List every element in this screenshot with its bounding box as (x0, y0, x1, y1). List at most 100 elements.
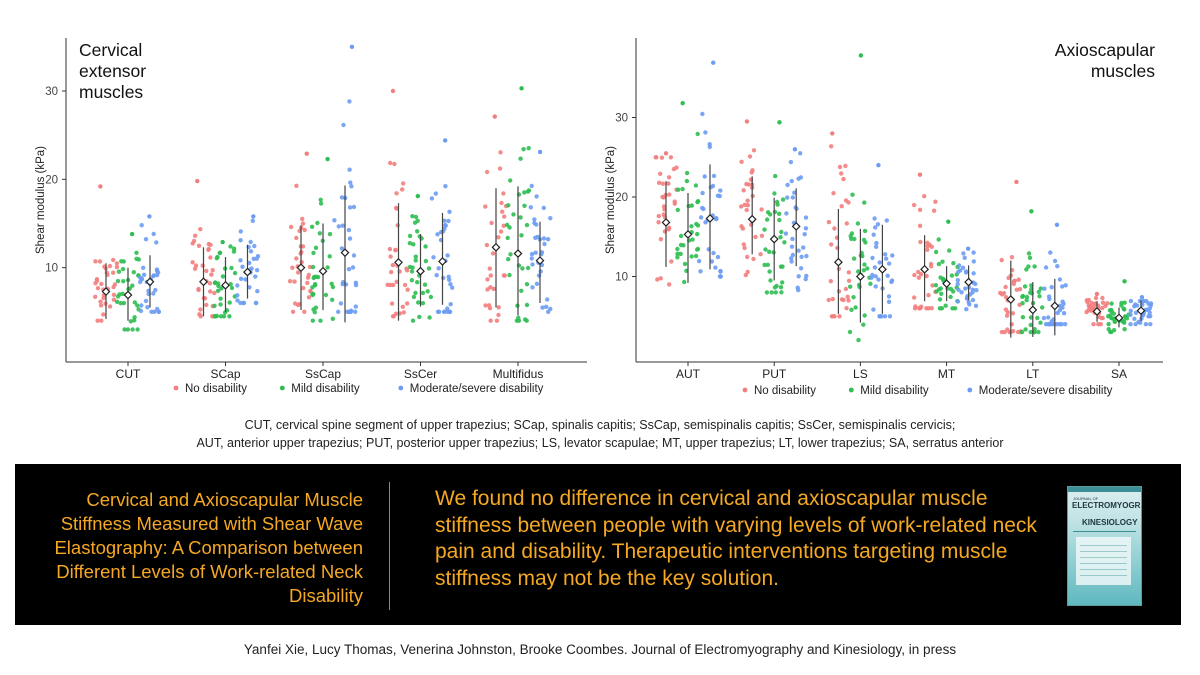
data-point (490, 251, 496, 256)
data-point (499, 200, 504, 206)
data-point (971, 271, 976, 276)
data-point (671, 166, 677, 172)
data-point-outlier (680, 100, 685, 106)
figure-charts: 10 20 30 Shear modulus (kPa) Cervicalextenso… (35, 38, 1163, 397)
data-point (312, 310, 317, 315)
cover-top-bar (1068, 487, 1141, 492)
data-point (488, 273, 493, 278)
data-point (959, 290, 964, 295)
data-point (1128, 308, 1134, 313)
data-point (132, 300, 137, 305)
data-point (666, 175, 672, 180)
data-point (312, 283, 318, 288)
data-point-outlier (663, 151, 669, 156)
data-point (154, 272, 160, 278)
data-point (151, 291, 156, 296)
data-point (525, 265, 531, 271)
data-point (253, 274, 258, 279)
data-point (843, 286, 849, 292)
data-point (347, 99, 352, 104)
y-axis-label: Shear modulus (kPa) (605, 146, 617, 254)
mean-marker (243, 267, 252, 277)
data-point (247, 285, 252, 290)
summary-banner: Cervical and Axioscapular Muscle Stiffne… (15, 464, 1181, 625)
data-point (718, 269, 723, 274)
data-point (962, 255, 967, 260)
data-point (678, 251, 683, 257)
data-point (1038, 320, 1043, 325)
data-point-outlier (965, 246, 971, 251)
data-point (305, 280, 310, 286)
data-point (525, 189, 531, 194)
data-point (885, 273, 890, 278)
data-point-outlier (830, 131, 835, 136)
mean-marker (964, 277, 974, 287)
data-point (684, 178, 690, 184)
data-point (829, 144, 834, 149)
data-point (656, 180, 662, 185)
data-point (522, 190, 527, 195)
data-point (684, 170, 690, 176)
cover-text-line (1080, 545, 1127, 546)
mean-marker (145, 277, 155, 287)
data-point (93, 281, 98, 286)
data-point (538, 269, 543, 274)
data-point (916, 275, 922, 280)
data-point (798, 151, 803, 156)
data-point (208, 255, 213, 260)
data-point (796, 274, 801, 279)
data-point (789, 259, 794, 264)
data-point (1128, 312, 1133, 317)
data-point (341, 122, 346, 128)
data-point (956, 287, 961, 292)
data-point (1134, 303, 1140, 308)
chart-panel-2: 10 20 30 Shear modulus (kPa) Axioscapularmus… (605, 38, 1163, 397)
data-point (235, 298, 240, 303)
data-point (772, 209, 778, 215)
data-point (95, 318, 100, 323)
data-point (938, 286, 943, 291)
data-point (948, 286, 954, 292)
data-point (1057, 303, 1063, 308)
data-point (240, 264, 245, 269)
data-point (393, 311, 399, 316)
data-point (999, 257, 1004, 263)
data-point (507, 225, 512, 230)
data-point (497, 166, 503, 171)
key-finding: We found no difference in cervical and a… (435, 487, 1037, 590)
data-point (329, 281, 334, 286)
data-point (943, 303, 948, 308)
data-point (409, 269, 415, 274)
data-point (667, 282, 672, 287)
data-point (777, 211, 782, 216)
chart-panel-1: 10 20 30 Shear modulus (kPa) Cervicalextenso… (35, 38, 587, 395)
data-point (208, 242, 213, 247)
data-point (1038, 286, 1044, 291)
data-point (862, 262, 867, 267)
data-point (212, 280, 218, 286)
data-point (315, 220, 320, 226)
data-point (407, 233, 413, 239)
data-point (97, 259, 103, 264)
data-point (862, 200, 867, 205)
data-point (695, 199, 700, 205)
data-point (218, 302, 223, 307)
data-point (658, 171, 663, 176)
data-point (332, 218, 337, 223)
data-point (765, 262, 770, 267)
data-point (745, 198, 750, 203)
data-point (918, 272, 924, 277)
data-point (425, 289, 430, 294)
data-point (508, 178, 513, 183)
data-point (948, 294, 953, 300)
data-point (714, 216, 719, 222)
mean-marker (791, 221, 801, 231)
data-point (190, 260, 195, 265)
data-point (839, 204, 844, 209)
legend-swatch (279, 385, 285, 391)
data-point (971, 250, 976, 255)
data-point (207, 281, 213, 286)
data-point (506, 203, 511, 208)
data-point (689, 224, 694, 229)
banner-divider (389, 482, 390, 610)
